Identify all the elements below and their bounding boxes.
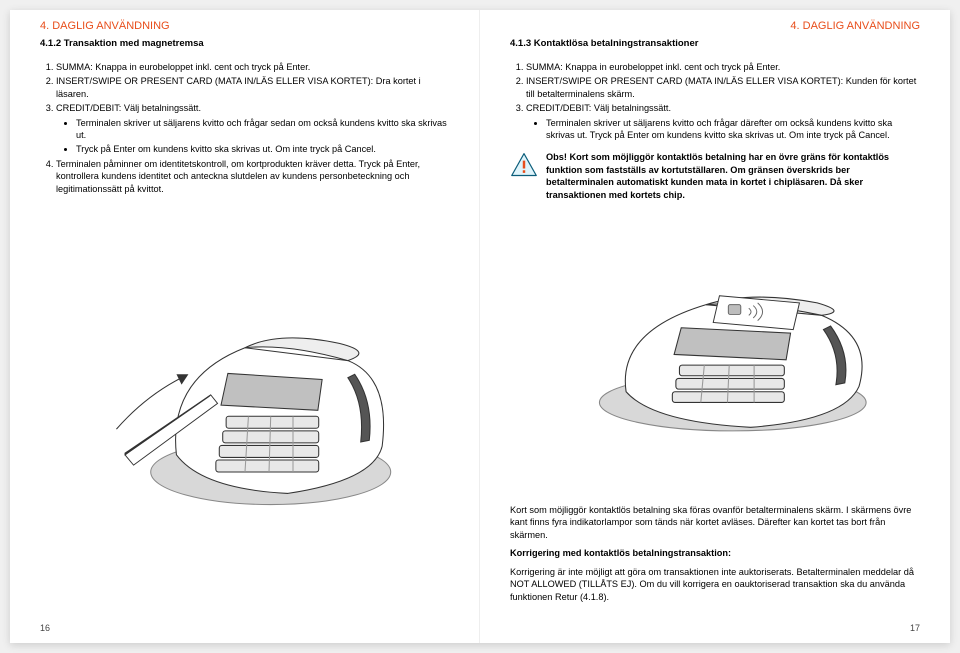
steps-list-right: SUMMA: Knappa in eurobeloppet inkl. cent… <box>510 61 920 142</box>
section-heading-right: 4.1.3 Kontaktlösa betalningstransaktione… <box>510 38 920 51</box>
page-header-left: 4. DAGLIG ANVÄNDNING <box>10 10 479 38</box>
page-number-right: 17 <box>480 617 950 643</box>
paragraph-heading: Korrigering med kontaktlös betalningstra… <box>510 547 920 559</box>
terminal-illustration-swipe <box>10 207 479 617</box>
below-illustration-text: Kort som möjliggör kontaktlös betalning … <box>480 504 950 617</box>
page-number-left: 16 <box>10 617 479 643</box>
paragraph: Korrigering är inte möjligt att göra om … <box>510 566 920 603</box>
page-header-right: 4. DAGLIG ANVÄNDNING <box>480 10 950 38</box>
paragraph: Kort som möjliggör kontaktlös betalning … <box>510 504 920 541</box>
list-item: CREDIT/DEBIT: Välj betalningssätt. Termi… <box>56 102 449 156</box>
note-text: Obs! Kort som möjliggör kontaktlös betal… <box>546 151 920 201</box>
steps-list-left: SUMMA: Knappa in eurobeloppet inkl. cent… <box>40 61 449 195</box>
list-item: Terminalen påminner om identitetskontrol… <box>56 158 449 195</box>
list-item: SUMMA: Knappa in eurobeloppet inkl. cent… <box>56 61 449 73</box>
section-heading-left: 4.1.2 Transaktion med magnetremsa <box>40 38 449 51</box>
list-item: INSERT/SWIPE OR PRESENT CARD (MATA IN/LÄ… <box>526 75 920 100</box>
terminal-illustration-contactless <box>480 211 950 504</box>
list-item: Terminalen skriver ut säljarens kvitto o… <box>76 117 449 142</box>
list-item: INSERT/SWIPE OR PRESENT CARD (MATA IN/LÄ… <box>56 75 449 100</box>
list-item: CREDIT/DEBIT: Välj betalningssätt. Termi… <box>526 102 920 141</box>
list-item: Tryck på Enter om kundens kvitto ska skr… <box>76 143 449 155</box>
warning-icon <box>510 151 538 179</box>
list-item: SUMMA: Knappa in eurobeloppet inkl. cent… <box>526 61 920 73</box>
list-item: Terminalen skriver ut säljarens kvitto o… <box>546 117 920 142</box>
